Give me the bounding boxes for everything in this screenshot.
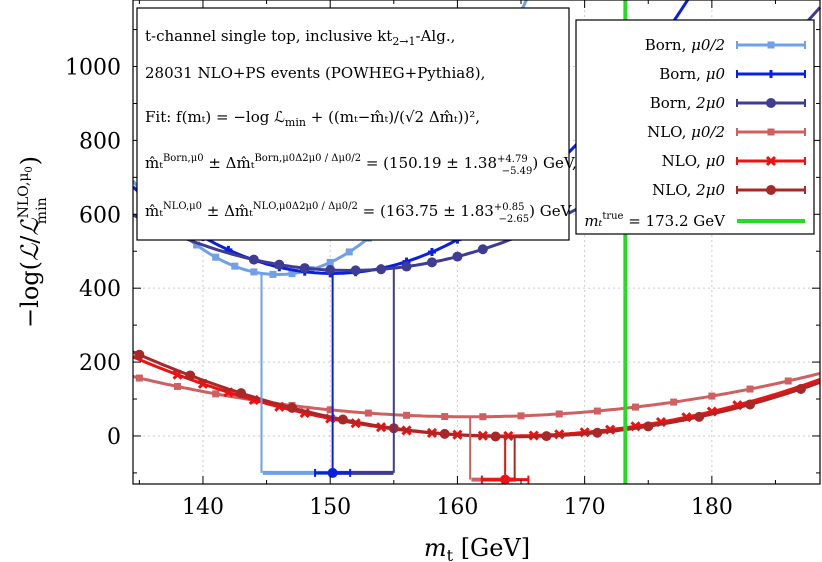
- data-point: [269, 270, 277, 278]
- y-tick-label: 800: [79, 129, 121, 154]
- svg-text:Fit: f(mₜ) = −log ℒmin + ((mₜ: Fit: f(mₜ) = −log ℒmin + ((mₜ−m̂ₜ)/(√2 Δ…: [145, 108, 480, 129]
- data-point: [593, 407, 601, 415]
- data-point: [350, 265, 361, 276]
- y-tick-label: 400: [79, 277, 121, 302]
- data-point: [517, 412, 525, 420]
- annotation-line2: 28031 NLO+PS events (POWHEG+Pythia8),: [145, 64, 485, 82]
- x-tick-label: 170: [564, 495, 606, 520]
- data-point: [490, 431, 501, 442]
- central-value-point: [327, 467, 338, 478]
- svg-text:t-channel single top, inclusiv: t-channel single top, inclusive kt2→1-Al…: [145, 27, 455, 48]
- data-point: [766, 185, 776, 195]
- y-tick-label: 1000: [65, 56, 121, 81]
- data-point: [745, 399, 756, 410]
- y-axis-title: −log(ℒ/ℒNLO,μ0min): [16, 156, 50, 328]
- data-point: [795, 384, 806, 395]
- plot-frame: [132, 0, 821, 485]
- data-point: [274, 259, 285, 270]
- legend-label: NLO, 2μ0: [652, 181, 725, 199]
- data-point: [441, 413, 449, 421]
- data-point: [477, 244, 488, 255]
- data-point: [212, 390, 220, 398]
- data-point: [670, 398, 678, 406]
- data-point: [592, 427, 603, 438]
- legend: Born, μ0/2 Born, μ0 Born, 2μ0 NLO, μ0/2 NLO,…: [575, 19, 815, 235]
- data-point: [326, 406, 334, 414]
- data-point: [134, 349, 145, 360]
- x-axis-title: mt [GeV]: [424, 534, 530, 562]
- data-point: [376, 264, 387, 275]
- y-tick-label: 600: [79, 203, 121, 228]
- data-point: [426, 257, 437, 268]
- error-bands: [262, 467, 530, 485]
- data-point: [746, 385, 754, 393]
- data-point: [135, 374, 143, 382]
- legend-label: NLO, μ0: [662, 152, 726, 170]
- svg-text:m̂ₜBorn,μ0 ± Δm̂ₜBorn,μ0Δ2μ0 /: m̂ₜBorn,μ0 ± Δm̂ₜBorn,μ0Δ2μ0 / Δμ0/2 = (…: [145, 153, 577, 177]
- data-point: [288, 270, 296, 278]
- data-point: [401, 261, 412, 272]
- data-point: [784, 377, 792, 385]
- x-tick-label: 180: [691, 495, 733, 520]
- data-point: [765, 155, 777, 167]
- data-point: [694, 411, 705, 422]
- axis-ticks: 140 150 160 170 180 0 200 400 600 800 1000: [65, 0, 820, 520]
- annotation-line4: m̂ₜ: [145, 154, 163, 172]
- svg-text:m̂ₜNLO,μ0 ± Δm̂ₜNLO,μ0Δ2μ0 / Δ: m̂ₜNLO,μ0 ± Δm̂ₜNLO,μ0Δ2μ0 / Δμ0/2 = (16…: [145, 201, 573, 225]
- x-tick-label: 160: [436, 495, 478, 520]
- x-tick-label: 150: [309, 495, 351, 520]
- data-point: [452, 251, 463, 262]
- annotation-line5: m̂ₜ: [145, 202, 163, 220]
- data-point: [337, 414, 348, 425]
- data-point: [299, 263, 310, 274]
- central-value-point: [500, 474, 511, 485]
- data-point: [364, 409, 372, 417]
- data-point: [439, 428, 450, 439]
- data-point: [250, 268, 258, 276]
- minimum-lines: [260, 268, 516, 480]
- data-point: [248, 254, 259, 265]
- data-point: [643, 421, 654, 432]
- data-point: [766, 98, 776, 108]
- data-point: [325, 265, 336, 276]
- data-point: [212, 253, 220, 261]
- data-point: [236, 388, 247, 399]
- data-point: [326, 258, 334, 266]
- legend-label: Born, μ0/2: [645, 36, 725, 54]
- legend-label: Born, 2μ0: [650, 94, 726, 112]
- data-point: [708, 392, 716, 400]
- y-tick-label: 200: [79, 351, 121, 376]
- data-point: [541, 431, 552, 442]
- data-point: [555, 410, 563, 418]
- legend-label: NLO, μ0/2: [647, 123, 725, 141]
- annotation-line3: Fit: f(mₜ) = −log ℒ: [145, 108, 285, 126]
- data-point: [403, 411, 411, 419]
- curve-NLO, 2μ0: [133, 350, 821, 439]
- data-point: [767, 41, 775, 49]
- data-point: [185, 370, 196, 381]
- data-point: [767, 128, 775, 136]
- data-point: [231, 262, 239, 270]
- x-tick-label: 140: [182, 495, 224, 520]
- data-point: [632, 403, 640, 411]
- legend-label: Born, μ0: [659, 65, 725, 83]
- annotation-line1: t-channel single top, inclusive kt: [145, 27, 392, 45]
- data-point: [193, 241, 201, 249]
- y-tick-label: 0: [107, 425, 121, 450]
- data-point: [287, 402, 298, 413]
- annotation-box: t-channel single top, inclusive kt2→1-Al…: [136, 7, 577, 241]
- data-point: [174, 382, 182, 390]
- data-point: [345, 248, 353, 256]
- legend-label-true: mₜtrue = 173.2 GeV: [584, 211, 726, 230]
- data-point: [479, 413, 487, 421]
